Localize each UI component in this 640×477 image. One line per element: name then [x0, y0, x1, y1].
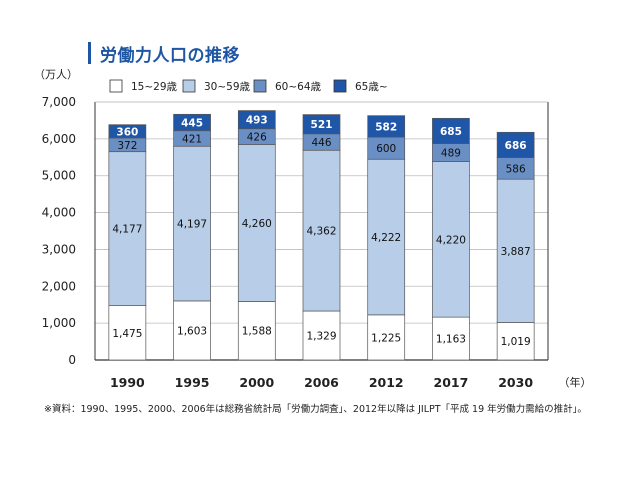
y-tick-label: 2,000: [42, 279, 76, 293]
data-label: 586: [506, 163, 526, 175]
data-label: 521: [311, 119, 333, 131]
y-tick-label: 4,000: [42, 206, 76, 220]
bar-segment: [432, 117, 470, 144]
data-label: 600: [376, 143, 396, 155]
bar-segment: [237, 144, 276, 302]
y-tick-label: 7,000: [42, 95, 76, 109]
data-label: 1,019: [501, 336, 531, 348]
x-axis-unit-label: （年）: [559, 375, 592, 389]
bar-segment: [496, 322, 535, 361]
bar-segment: [237, 110, 276, 130]
data-label: 4,197: [177, 219, 207, 231]
data-label: 445: [181, 118, 203, 130]
data-label: 489: [441, 148, 461, 160]
data-label: 446: [311, 137, 331, 149]
x-tick-label: 1990: [110, 375, 145, 390]
legend-swatch-2: [182, 79, 196, 93]
bar-segment: [302, 149, 341, 312]
data-label: 1,225: [371, 332, 401, 344]
bar-segment: [432, 161, 470, 318]
data-label: 372: [117, 140, 137, 152]
data-label: 426: [247, 132, 267, 144]
data-label: 421: [182, 133, 202, 145]
bar-segment: [173, 113, 211, 132]
y-axis-unit-label: （万人）: [34, 68, 78, 81]
data-label: 1,329: [306, 331, 336, 343]
bar-segment: [432, 316, 470, 361]
data-label: 4,362: [306, 226, 336, 238]
legend-label: 15~29歳: [131, 81, 178, 93]
legend-swatch-4: [333, 79, 347, 93]
data-label: 3,887: [501, 246, 531, 258]
x-tick-label: 2000: [239, 375, 274, 390]
data-label: 685: [440, 126, 462, 138]
bar-segment: [496, 178, 535, 323]
data-label: 4,177: [112, 224, 142, 236]
legend-label: 30~59歳: [204, 81, 251, 93]
data-label: 1,475: [112, 328, 142, 340]
data-label: 4,222: [371, 232, 401, 244]
bar-segment: [302, 114, 341, 135]
data-label: 1,588: [242, 326, 272, 338]
legend-label: 65歳~: [355, 81, 388, 93]
bar-segment: [367, 314, 406, 361]
data-label: 582: [375, 121, 397, 133]
bar-segment: [108, 305, 147, 361]
data-label: 493: [246, 115, 268, 127]
bar-segment: [302, 310, 341, 361]
bar-segment: [108, 151, 147, 306]
y-tick-label: 5,000: [42, 169, 76, 183]
data-label: 4,220: [436, 234, 466, 246]
data-label: 4,260: [242, 218, 272, 230]
data-label: 360: [116, 126, 138, 138]
x-tick-label: 2006: [304, 375, 339, 390]
y-tick-label: 1,000: [42, 316, 76, 330]
source-note: ※資料：1990、1995、2000、2006年は総務省統計局「労働力調査」、2…: [44, 404, 587, 415]
legend-swatch-1: [109, 79, 123, 93]
page-title: 労働力人口の推移: [100, 45, 240, 66]
bar-segment: [496, 131, 535, 158]
legend-swatch-3: [253, 79, 267, 93]
bar-segment: [367, 115, 406, 138]
data-label: 1,163: [436, 334, 466, 346]
y-tick-label: 0: [68, 353, 76, 367]
x-tick-label: 1995: [175, 375, 210, 390]
data-label: 686: [505, 140, 527, 152]
x-tick-label: 2012: [369, 375, 404, 390]
legend-label: 60~64歳: [275, 81, 322, 93]
title-accent-bar: [88, 42, 91, 64]
bar-segment: [237, 301, 276, 361]
data-label: 1,603: [177, 325, 207, 337]
bar-segment: [367, 158, 406, 316]
bar-segment: [173, 145, 211, 302]
x-tick-label: 2030: [498, 375, 533, 390]
bar-segment: [108, 124, 147, 139]
y-tick-label: 3,000: [42, 242, 76, 256]
y-tick-label: 6,000: [42, 132, 76, 146]
chart-title-block: 労働力人口の推移: [88, 40, 240, 66]
x-tick-label: 2017: [434, 375, 469, 390]
